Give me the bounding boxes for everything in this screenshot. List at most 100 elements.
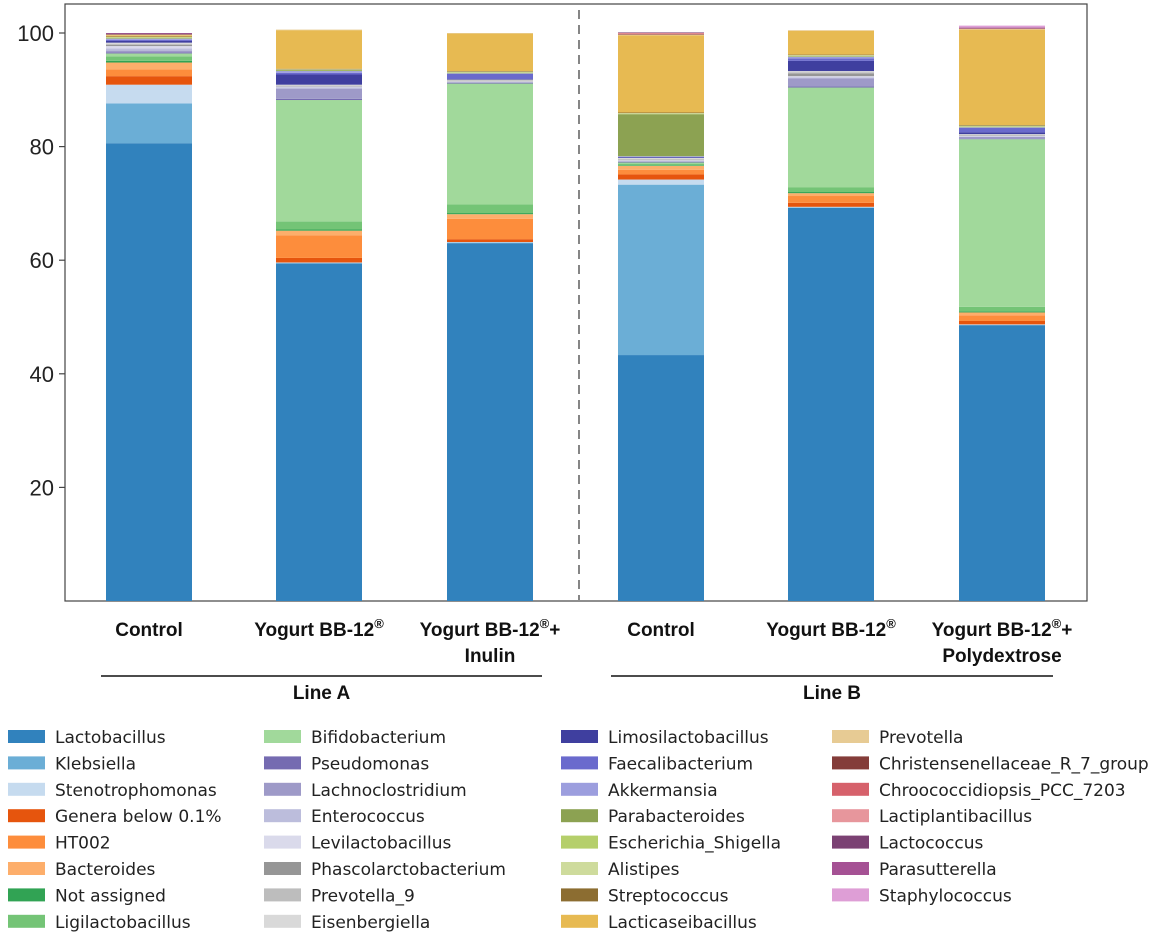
bar-segment <box>106 36 192 37</box>
bar-segment <box>788 73 874 77</box>
legend-item: Faecalibacterium <box>561 754 753 774</box>
bar-segment <box>276 221 362 230</box>
bar-segment <box>106 43 192 45</box>
legend-label: Parasutterella <box>879 860 997 880</box>
bar-segment <box>276 262 362 264</box>
bar-segment <box>788 30 874 31</box>
bar-segment <box>447 79 533 80</box>
x-axis-labels: Control Yogurt BB-12® Yogurt BB-12®+ Inulin… <box>115 616 1072 667</box>
bar-segment <box>959 27 1045 28</box>
bar-segment <box>106 53 192 57</box>
bar-segment <box>788 202 874 207</box>
legend-item: Parabacteroides <box>561 807 745 827</box>
bar-segment <box>959 306 1045 312</box>
legend-swatch <box>8 888 45 902</box>
x-category-label: Yogurt BB-12®+ <box>932 616 1073 641</box>
legend-label: Alistipes <box>608 860 680 880</box>
bar-segment <box>618 174 704 180</box>
legend-item: Lactococcus <box>832 834 984 854</box>
bar-segment <box>447 33 533 34</box>
y-tick-label: 100 <box>17 21 54 46</box>
bar-segment <box>618 184 704 356</box>
bar-segment <box>276 69 362 70</box>
legend-label: Eisenbergiella <box>311 913 430 933</box>
bar-segment <box>447 73 533 80</box>
bar-segment <box>276 85 362 86</box>
bar-segment <box>447 82 533 84</box>
legend-item: Phascolarctobacterium <box>264 860 506 880</box>
bar-segment <box>447 71 533 73</box>
legend-swatch <box>8 862 45 875</box>
legend-item: Parasutterella <box>832 860 997 880</box>
bar-segment <box>788 72 874 74</box>
bar-segment <box>959 28 1045 30</box>
bar-segment <box>788 193 874 197</box>
bar-segment <box>788 192 874 194</box>
x-category-label-line2: Inulin <box>465 646 516 667</box>
bar-segment <box>106 38 192 40</box>
bar-segment <box>447 83 533 205</box>
bar-segment <box>447 72 533 73</box>
legend-label: Lactobacillus <box>55 728 166 748</box>
legend-item: Streptococcus <box>561 886 729 906</box>
bar-segment <box>276 74 362 85</box>
bar-segment <box>959 136 1045 139</box>
bar-segment <box>276 88 362 99</box>
legend-item: Akkermansia <box>561 781 718 801</box>
legend-label: Prevotella_9 <box>311 886 415 906</box>
bar-segment <box>276 84 362 86</box>
bar-segment <box>447 33 533 72</box>
bar-segment <box>618 33 704 34</box>
bar-segment <box>106 69 192 77</box>
bar-segment <box>276 85 362 87</box>
bar-segment <box>788 78 874 87</box>
legend-label: Staphylococcus <box>879 886 1012 906</box>
legend-label: Lactococcus <box>879 834 984 854</box>
bar-segment <box>618 160 704 161</box>
bar-segment <box>106 33 192 34</box>
bar-segment <box>618 169 704 175</box>
legend-label: Prevotella <box>879 728 963 748</box>
bar-segment <box>106 44 192 47</box>
legend-swatch <box>264 914 301 928</box>
legend-swatch <box>832 809 869 823</box>
y-axis: 20 40 60 80 100 <box>17 21 65 500</box>
legend-label: Pseudomonas <box>311 754 429 774</box>
bar-segment <box>959 127 1045 133</box>
bar-stack <box>618 32 704 601</box>
legend-item: HT002 <box>8 834 111 854</box>
bar-segment <box>959 139 1045 307</box>
bar-segment <box>618 157 704 158</box>
bar-segment <box>618 114 704 157</box>
bar-segment <box>447 243 533 601</box>
bar-segment <box>276 29 362 31</box>
bar-segment <box>959 315 1045 321</box>
bar-segment <box>788 77 874 79</box>
bar-segment <box>276 70 362 72</box>
legend: Lactobacillus Klebsiella Stenotrophomonas G… <box>8 728 1149 933</box>
bar-segment <box>788 71 874 73</box>
bar-segment <box>788 196 874 203</box>
legend-swatch <box>561 809 598 823</box>
legend-item: Lachnoclostridium <box>264 781 467 801</box>
bar-segment <box>959 324 1045 326</box>
legend-item: Christensenellaceae_R_7_group <box>832 754 1149 774</box>
legend-swatch <box>8 782 45 796</box>
legend-item: Pseudomonas <box>264 754 429 774</box>
legend-swatch <box>264 888 301 902</box>
bar-segment <box>788 187 874 193</box>
bar-stack <box>447 33 533 601</box>
legend-label: Akkermansia <box>608 781 718 801</box>
legend-label: HT002 <box>55 834 111 854</box>
legend-item: Lacticaseibacillus <box>561 913 757 933</box>
legend-item: Levilactobacillus <box>264 834 451 854</box>
legend-label: Chroococcidiopsis_PCC_7203 <box>879 781 1126 801</box>
bar-segment <box>618 157 704 160</box>
legend-label: Stenotrophomonas <box>55 781 217 801</box>
legend-item: Bacteroides <box>8 860 156 880</box>
bar-segment <box>788 207 874 208</box>
bar-segment <box>618 156 704 157</box>
legend-swatch <box>8 756 45 770</box>
legend-label: Enterococcus <box>311 807 425 827</box>
